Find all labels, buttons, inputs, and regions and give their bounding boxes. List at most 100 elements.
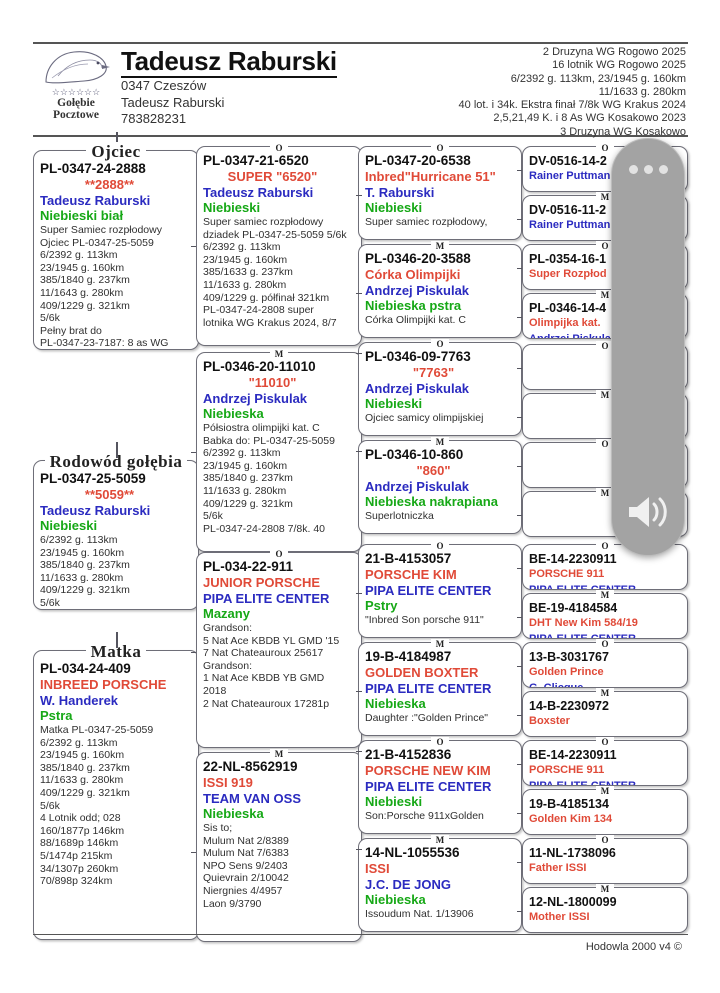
pedigree-box[interactable]: M PL-0346-20-11010 "11010" Andrzej Piskulak… bbox=[196, 349, 362, 552]
note-line: 6/2392 g. 113km bbox=[40, 534, 118, 546]
note-line: 409/1229 g. 321km bbox=[40, 299, 130, 312]
breeder-name: PIPA ELITE CENTER bbox=[203, 590, 330, 606]
pedigree-box[interactable]: M 22-NL-8562919 ISSI 919 TEAM VAN OSS Niebie… bbox=[196, 749, 362, 942]
pedigree-box[interactable]: O 11-NL-1738096 Father ISSI bbox=[522, 835, 688, 884]
pigeon-nickname: JUNIOR PORSCHE bbox=[203, 575, 321, 590]
connector-line bbox=[191, 246, 196, 248]
note-line: 34/1307p 260km bbox=[40, 862, 119, 875]
box-notes: Son:Porsche 911xGolden bbox=[365, 810, 516, 823]
owner-person: Tadeusz Raburski bbox=[121, 94, 225, 110]
note-line: 409/1229 g. 321km bbox=[40, 584, 130, 597]
note-line: dziadek PL-0347-25-5059 5/6k bbox=[203, 228, 347, 241]
note-line: 385/1840 g. 237km bbox=[203, 472, 293, 485]
note-line: 409/1229 g. 321km bbox=[203, 497, 293, 510]
speaker-volume-icon[interactable] bbox=[612, 492, 684, 537]
note-line: Son:Porsche 911xGolden bbox=[365, 810, 484, 822]
note-line: Babka do: PL-0347-25-5059 bbox=[203, 434, 335, 447]
pigeon-head-icon bbox=[40, 48, 112, 88]
pedigree-box[interactable]: O PL-0346-09-7763 "7763" Andrzej Piskulak Ni… bbox=[358, 339, 522, 436]
pedigree-box[interactable]: O PL-034-22-911 JUNIOR PORSCHE PIPA ELITE C… bbox=[196, 549, 362, 748]
logo-stars: ☆☆☆☆☆☆ bbox=[51, 87, 101, 97]
pigeon-nickname: "860" bbox=[416, 463, 451, 478]
note-line: Superlotniczka bbox=[365, 510, 434, 522]
ring-number: BE-14-2230911 bbox=[529, 552, 617, 566]
pedigree-box[interactable]: Rodowód gołębia PL-0347-25-5059 **5059** Ta… bbox=[33, 452, 199, 610]
note-line: Półsiostra olimpijki kat. C bbox=[203, 422, 320, 434]
floating-media-widget[interactable] bbox=[611, 138, 685, 556]
connector-line bbox=[517, 568, 522, 570]
achievement-line: 16 lotnik WG Rogowo 2025 bbox=[552, 59, 686, 72]
connector-line bbox=[191, 452, 196, 454]
pedigree-box[interactable]: M 14-NL-1055536 ISSI J.C. DE JONG Niebieska I… bbox=[358, 835, 522, 932]
pigeon-nickname: PORSCHE 911 bbox=[529, 764, 605, 776]
ring-number: PL-0354-16-1 bbox=[529, 252, 607, 266]
box-content: PL-0347-20-6538 Inbred"Hurricane 51" T. Ra… bbox=[359, 147, 521, 239]
box-notes: Grandson: 5 Nat Ace KBDB YL GMD '15 7 Nat … bbox=[203, 622, 356, 710]
ring-number: 12-NL-1800099 bbox=[529, 895, 617, 909]
ring-number: PL-0347-21-6520 bbox=[203, 153, 309, 168]
note-line: Córka Olimpijki kat. C bbox=[365, 314, 466, 326]
note-line: 70/898p 324km bbox=[40, 875, 113, 888]
note-line: "Inbred Son porsche 911" bbox=[365, 614, 484, 626]
pedigree-box[interactable]: Ojciec PL-0347-24-2888 **2888** Tadeusz Rab… bbox=[33, 142, 199, 350]
note-line: 385/1633 g. 237km bbox=[203, 266, 293, 279]
pedigree-box[interactable]: O 21-B-4153057 PORSCHE KIM PIPA ELITE CENTE… bbox=[358, 541, 522, 638]
ring-number: 19-B-4185134 bbox=[529, 797, 609, 811]
pigeon-nickname: SUPER "6520" bbox=[227, 169, 318, 184]
connector-line bbox=[517, 911, 522, 913]
ring-number: PL-0346-20-11010 bbox=[203, 359, 316, 374]
ring-number: PL-0346-20-3588 bbox=[365, 251, 471, 266]
logo-line-1: Gołębie bbox=[57, 97, 95, 109]
connector-line bbox=[517, 417, 522, 419]
achievement-line: 6/2392 g. 113km, 23/1945 g. 160km bbox=[510, 72, 686, 85]
achievements-list: 2 Druzyna WG Rogowo 2025 16 lotnik WG Rog… bbox=[316, 46, 686, 139]
pedigree-box[interactable]: M 19-B-4184987 GOLDEN BOXTER PIPA ELITE CEN… bbox=[358, 639, 522, 736]
box-content: PL-0346-20-11010 "11010" Andrzej Piskulak N… bbox=[197, 353, 361, 551]
note-line: 6/2392 g. 113km bbox=[40, 736, 118, 749]
connector-line bbox=[356, 593, 362, 595]
box-notes: Super samiec rozpłodowy, bbox=[365, 216, 516, 229]
note-line: Ojciec PL-0347-25-5059 bbox=[40, 236, 154, 249]
pedigree-box[interactable]: O PL-0347-21-6520 SUPER "6520" Tadeusz Rabu… bbox=[196, 143, 362, 346]
plumage-colour: Niebieski bbox=[365, 200, 423, 215]
box-notes: Daughter :"Golden Prince" bbox=[365, 712, 516, 725]
note-line: 23/1945 g. 160km bbox=[40, 749, 125, 762]
note-line: Super samiec rozpłodowy bbox=[203, 216, 324, 228]
owner-code: 0347 Czeszów bbox=[121, 78, 207, 93]
box-notes: Córka Olimpijki kat. C bbox=[365, 314, 516, 327]
plumage-colour: Mazany bbox=[203, 606, 250, 621]
pedigree-box[interactable]: M 14-B-2230972 Boxster bbox=[522, 688, 688, 737]
pedigree-box[interactable]: M 19-B-4185134 Golden Kim 134 bbox=[522, 786, 688, 835]
achievement-line: 2,5,21,49 K. i 8 As WG Kosakowo 2023 bbox=[493, 112, 686, 125]
note-line: Daughter :"Golden Prince" bbox=[365, 712, 489, 724]
connector-line bbox=[517, 764, 522, 766]
pedigree-box[interactable]: O 21-B-4152836 PORSCHE NEW KIM PIPA ELITE C… bbox=[358, 737, 522, 834]
note-line: 11/1643 g. 280km bbox=[40, 286, 124, 299]
note-line: 23/1945 g. 160km bbox=[203, 253, 288, 266]
note-line: PL-0347-24-2808 7/8k. 40 bbox=[203, 522, 326, 535]
note-line: 2018 bbox=[203, 684, 227, 697]
breeder-name: Tadeusz Raburski bbox=[40, 192, 151, 208]
connector-line bbox=[116, 132, 118, 142]
pigeon-nickname: Olimpijka kat. bbox=[529, 317, 601, 329]
note-line: 5 Nat Ace KBDB YL GMD '15 bbox=[203, 634, 340, 647]
box-notes: Półsiostra olimpijki kat. C Babka do: PL-… bbox=[203, 422, 356, 535]
plumage-colour: Niebieska bbox=[203, 806, 264, 821]
pedigree-box[interactable]: M PL-0346-20-3588 Córka Olimpijki Andrzej P… bbox=[358, 241, 522, 338]
pigeon-nickname: Inbred"Hurricane 51" bbox=[365, 169, 496, 184]
pedigree-box[interactable]: O PL-0347-20-6538 Inbred"Hurricane 51" T. R… bbox=[358, 143, 522, 240]
pigeon-nickname: Super Rozpłod bbox=[529, 268, 607, 280]
pedigree-box[interactable]: M 12-NL-1800099 Mother ISSI bbox=[522, 884, 688, 933]
box-content: PL-0346-14-4 Olimpijka kat. Andrzej Piskul… bbox=[523, 294, 687, 338]
more-options-icon[interactable] bbox=[612, 161, 684, 179]
pedigree-box[interactable]: Matka PL-034-24-409 INBREED PORSCHE W. Hand… bbox=[33, 642, 199, 940]
note-line: 23/1945 g. 160km bbox=[40, 546, 125, 559]
pedigree-box[interactable]: M PL-0346-10-860 "860" Andrzej Piskulak Nieb… bbox=[358, 437, 522, 534]
box-content: 14-NL-1055536 ISSI J.C. DE JONG Niebieska Is… bbox=[359, 839, 521, 931]
note-line: Super Samiec rozpłodowy bbox=[40, 224, 162, 236]
